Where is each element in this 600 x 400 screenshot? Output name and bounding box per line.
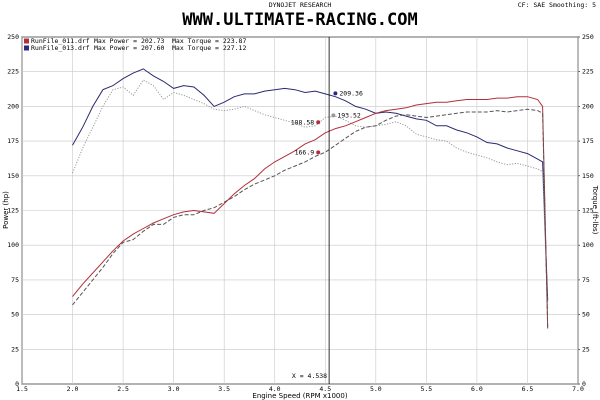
y-tick-label: 50 [11, 311, 19, 319]
legend-swatch [24, 45, 29, 51]
x-tick-label: 5.5 [420, 385, 432, 393]
x-tick-label: 3.0 [168, 385, 180, 393]
x-tick-label: 3.5 [218, 385, 230, 393]
legend-torque: Max Torque = 227.12 [172, 44, 246, 52]
annotation-label: 166.9 [295, 148, 315, 156]
y-tick-label: 0 [15, 380, 19, 388]
chart-title: WWW.ULTIMATE-RACING.COM [182, 10, 417, 30]
y2-tick-label: 0 [582, 380, 586, 388]
x-tick-label: 6.5 [522, 385, 534, 393]
x-tick-label: 2.5 [117, 385, 129, 393]
x-tick-label: 7.0 [572, 385, 584, 393]
legend-power: Max Power = 202.73 [94, 37, 165, 45]
x-tick-label: 1.5 [16, 385, 28, 393]
y2-tick-label: 125 [582, 207, 594, 215]
series-line [72, 79, 549, 308]
series-line [72, 108, 549, 329]
y-axis-title: Power (hp) [2, 191, 10, 229]
y2-tick-label: 25 [582, 345, 590, 353]
y-tick-label: 25 [11, 345, 19, 353]
y-tick-label: 200 [7, 102, 19, 110]
y-tick-label: 150 [7, 172, 19, 180]
y-tick-label: 75 [11, 276, 19, 284]
legend-power: Max Power = 207.60 [94, 44, 165, 52]
y2-axis-title: Torque (ft-lbs) [591, 185, 599, 235]
y2-tick-label: 175 [582, 137, 594, 145]
y-tick-label: 225 [7, 68, 19, 76]
y-tick-label: 125 [7, 207, 19, 215]
series-line [72, 96, 549, 329]
x-tick-label: 5.0 [370, 385, 382, 393]
cursor-label: X = 4.538 [292, 372, 327, 380]
legend-swatch [24, 38, 29, 44]
y2-tick-label: 50 [582, 311, 590, 319]
y-tick-label: 100 [7, 241, 19, 249]
annotation-label: 193.52 [337, 111, 361, 119]
legend-file: RunFile_011.drf [31, 37, 90, 45]
x-tick-label: 4.5 [319, 385, 331, 393]
x-axis-title: Engine Speed (RPM x1000) [252, 392, 347, 400]
y2-tick-label: 200 [582, 102, 594, 110]
legend-file: RunFile_013.drf [31, 44, 90, 52]
series-line [72, 68, 549, 301]
x-tick-label: 2.0 [67, 385, 79, 393]
y2-tick-label: 75 [582, 276, 590, 284]
x-tick-label: 4.0 [269, 385, 281, 393]
y-tick-label: 250 [7, 33, 19, 41]
y2-tick-label: 150 [582, 172, 594, 180]
y2-tick-label: 250 [582, 33, 594, 41]
y2-tick-label: 225 [582, 68, 594, 76]
annotation-marker [333, 91, 338, 96]
annotation-marker [316, 150, 321, 155]
y2-tick-label: 100 [582, 241, 594, 249]
annotation-label: 188.58 [291, 118, 315, 126]
x-tick-label: 6.0 [471, 385, 483, 393]
settings: CF: SAE Smoothing: 5 [518, 1, 596, 9]
annotation-marker [316, 120, 321, 125]
header: DYNOJET RESEARCH [269, 1, 332, 9]
y-tick-label: 175 [7, 137, 19, 145]
annotation-marker [331, 113, 336, 118]
legend-torque: Max Torque = 223.87 [172, 37, 246, 45]
annotation-label: 209.36 [339, 89, 363, 97]
